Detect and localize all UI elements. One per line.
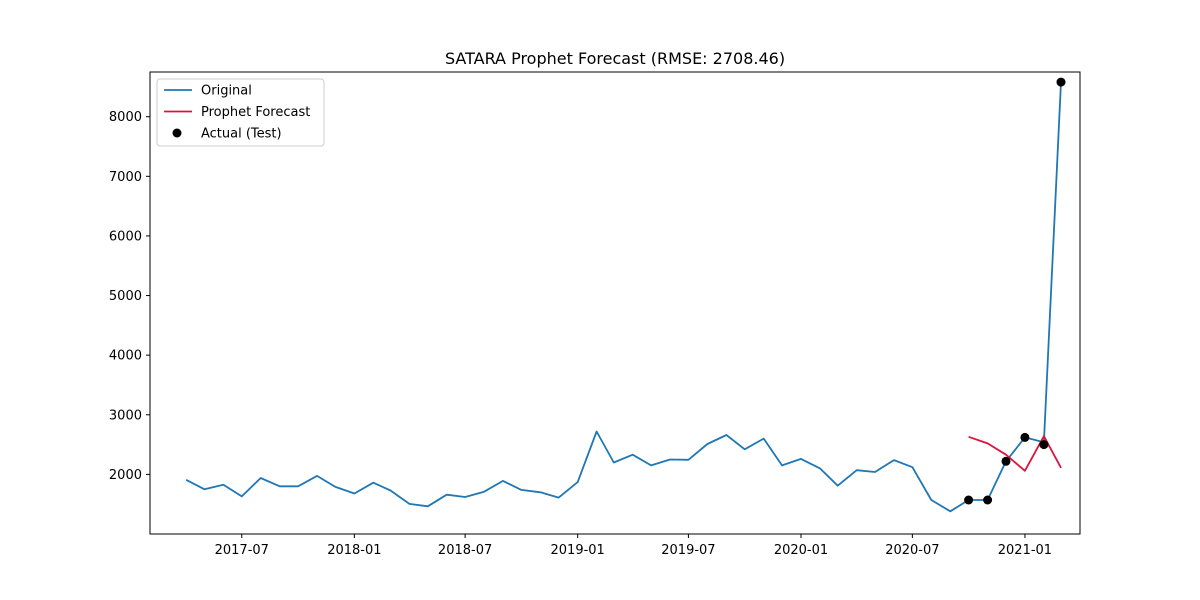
actual-test-point — [1020, 432, 1030, 442]
y-tick-label: 2000 — [109, 468, 142, 483]
x-tick-label: 2018-07 — [438, 543, 492, 558]
actual-test-point — [1056, 77, 1066, 87]
x-tick-label: 2017-07 — [215, 543, 269, 558]
original-line — [185, 82, 1062, 513]
x-tick-label: 2018-01 — [327, 543, 381, 558]
y-tick-label: 3000 — [109, 408, 142, 423]
prophet-forecast-line — [968, 435, 1062, 472]
actual-test-point — [964, 495, 974, 505]
x-tick-label: 2019-07 — [661, 543, 715, 558]
y-axis: 2000 3000 4000 5000 6000 7000 8000 — [109, 110, 150, 483]
legend-label: Actual (Test) — [201, 127, 282, 142]
x-tick-label: 2019-01 — [551, 543, 605, 558]
x-axis: 2017-07 2018-01 2018-07 2019-01 2019-07 2020-… — [215, 534, 1052, 558]
actual-test-point — [1039, 440, 1049, 450]
legend-swatch-marker — [172, 128, 182, 138]
y-tick-label: 4000 — [109, 349, 142, 364]
actual-test-point — [983, 495, 993, 505]
legend-box — [156, 78, 325, 147]
actual-test-point — [1001, 456, 1011, 466]
axes-frame — [149, 71, 1081, 535]
chart-title: SATARA Prophet Forecast (RMSE: 2708.46) — [445, 49, 785, 68]
plot-area — [185, 77, 1066, 513]
y-tick-label: 5000 — [109, 289, 142, 304]
x-tick-label: 2021-01 — [998, 543, 1052, 558]
y-tick-label: 6000 — [109, 229, 142, 244]
x-tick-label: 2020-07 — [885, 543, 939, 558]
y-tick-label: 8000 — [109, 110, 142, 125]
legend-label: Prophet Forecast — [201, 105, 310, 120]
x-tick-label: 2020-01 — [774, 543, 828, 558]
legend-label: Original — [201, 84, 252, 99]
y-tick-label: 7000 — [109, 170, 142, 185]
legend: Original Prophet Forecast Actual (Test) — [156, 78, 325, 147]
